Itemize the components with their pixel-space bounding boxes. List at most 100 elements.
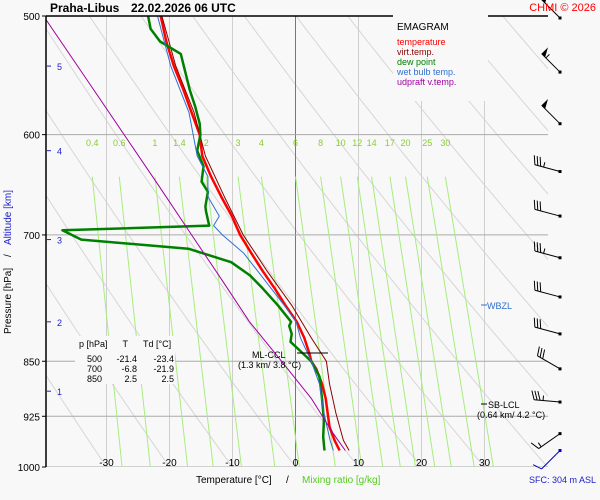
mixing-ratio-line — [356, 176, 401, 467]
dry-adiabat-line — [46, 282, 170, 467]
legend-dew-point: dew point — [397, 57, 436, 67]
barb-station-dot — [558, 332, 562, 336]
dry-adiabat-line — [243, 16, 548, 397]
series-virt-temp — [161, 16, 350, 451]
y-tick-label: 925 — [23, 412, 40, 423]
barb-flag — [536, 200, 539, 211]
x-tick-label: -30 — [99, 458, 114, 469]
barb-flag — [533, 199, 536, 210]
barb-staff — [537, 355, 561, 370]
wind-barb — [532, 449, 562, 470]
ml-ccl-label: ML-CCL — [252, 350, 286, 360]
mixing-ratio-line — [426, 176, 475, 467]
surface-altitude-label: SFC: 304 m ASL — [529, 475, 596, 485]
barb-station-dot — [558, 449, 562, 453]
y-axis-separator: / — [3, 254, 14, 257]
y-tick-label: 850 — [23, 357, 40, 368]
barb-flag — [532, 464, 542, 470]
x-axis-title-mixing: Mixing ratio [g/kg] — [302, 475, 381, 486]
barb-staff — [541, 104, 561, 125]
mixing-ratio-label: 14 — [367, 138, 377, 148]
barb-station-dot — [558, 16, 562, 20]
barb-station-dot — [558, 214, 562, 218]
series-udpraft-v-temp — [46, 18, 346, 451]
altitude-tick-label: 5 — [57, 62, 62, 72]
mixing-ratio-line — [260, 176, 300, 467]
barb-flag — [539, 201, 542, 211]
dry-adiabat-line — [450, 16, 548, 132]
wbzl-annotation: WBZL — [481, 301, 512, 311]
x-axis-title: Temperature [°C] — [196, 475, 272, 486]
barb-station-dot — [558, 400, 562, 404]
table-cell: 500 — [87, 354, 102, 364]
barb-half-flag — [545, 54, 550, 59]
barb-flag — [533, 317, 536, 328]
barb-flag — [539, 319, 542, 329]
barb-pennant — [542, 0, 547, 4]
barb-flag — [536, 318, 539, 328]
wind-barb — [536, 346, 562, 371]
dry-adiabat-line — [295, 16, 548, 328]
barb-half-flag — [543, 248, 546, 254]
mixing-ratio-label: 10 — [336, 138, 346, 148]
legend-temperature: temperature — [397, 37, 446, 47]
mixing-ratio-label: 2 — [204, 138, 209, 148]
dry-adiabat-line — [46, 374, 107, 467]
barb-staff — [541, 53, 561, 73]
mixing-ratio-line — [118, 176, 151, 467]
wind-barb — [533, 317, 562, 336]
wind-barb — [533, 199, 562, 218]
table-cell: -21.9 — [153, 364, 174, 374]
dry-adiabat-line — [347, 16, 548, 261]
table-cell: 2.5 — [161, 374, 174, 384]
dry-adiabat-line — [192, 16, 548, 467]
barb-flag — [539, 282, 542, 292]
barb-flag — [539, 156, 542, 167]
sb-lcl-detail: (0.64 km/ 4.2 °C) — [477, 410, 545, 420]
mixing-ratio-line — [154, 176, 189, 467]
profile-series — [46, 16, 350, 452]
barb-station-dot — [558, 256, 562, 260]
wind-barb — [541, 47, 562, 74]
barb-flag — [537, 390, 541, 401]
altitude-tick-label: 2 — [57, 318, 62, 328]
barb-pennant — [541, 47, 548, 58]
legend-box — [393, 15, 488, 101]
barb-staff — [534, 250, 561, 259]
legend-wet-bulb: wet bulb temp. — [396, 67, 456, 77]
y-tick-label: 500 — [23, 12, 40, 23]
mixing-ratio-label: 20 — [401, 138, 411, 148]
copyright-label: CHMI © 2026 — [529, 2, 596, 14]
barb-station-dot — [558, 70, 562, 74]
dry-adiabat-line — [46, 109, 296, 467]
barb-flag — [534, 390, 538, 401]
datetime-title: 22.02.2026 06 UTC — [131, 1, 236, 15]
altitude-tick-label: 1 — [57, 387, 62, 397]
dry-adiabat-line — [554, 16, 600, 467]
barb-half-flag — [543, 162, 546, 168]
table-cell: 700 — [87, 364, 102, 374]
y-tick-label: 600 — [23, 131, 40, 142]
y-axis-title: Pressure [hPa] — [3, 268, 14, 334]
dry-adiabat-line — [88, 16, 422, 467]
altitude-tick-label: 4 — [57, 147, 62, 157]
series-temperature — [159, 16, 341, 452]
dry-adiabat-line — [46, 194, 233, 467]
mixing-ratio-label: 25 — [422, 138, 432, 148]
mixing-ratio-label: 4 — [259, 138, 264, 148]
dry-adiabat-line — [399, 16, 548, 195]
data-table: p [hPa] T Td [°C] 500 -21.4 -23.4 700 -6… — [75, 336, 175, 384]
table-cell: -23.4 — [153, 354, 174, 364]
table-bg — [75, 336, 175, 384]
altitude-tick-label: 3 — [57, 236, 62, 246]
ml-ccl-annotation: ML-CCL (1.3 km/ 3.8 °C) — [238, 350, 328, 370]
barb-station-dot — [558, 295, 562, 299]
sb-lcl-label: SB-LCL — [488, 400, 520, 410]
barb-station-dot — [558, 367, 562, 371]
mixing-ratio-label: 1.4 — [173, 138, 186, 148]
barb-staff — [538, 433, 561, 449]
mixing-ratio-label: 12 — [352, 138, 362, 148]
table-cell: 850 — [87, 374, 102, 384]
wind-barb — [531, 390, 562, 404]
barb-flag — [536, 346, 540, 356]
